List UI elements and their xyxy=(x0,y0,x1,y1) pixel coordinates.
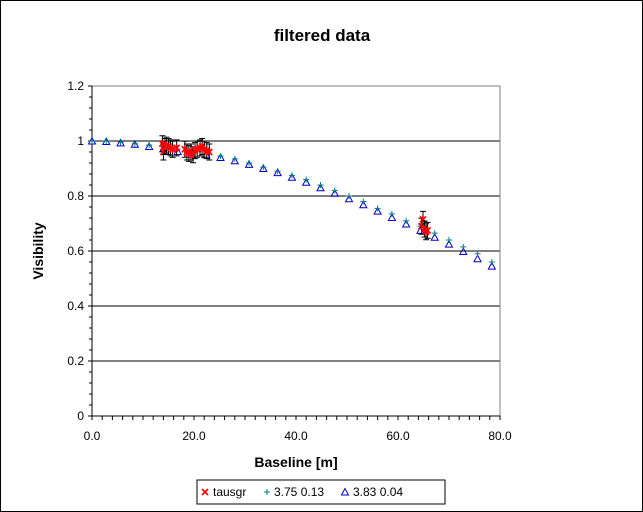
legend-label: 3.75 0.13 xyxy=(274,485,324,499)
data-point xyxy=(131,140,138,147)
y-axis-title: Visibility xyxy=(30,222,46,280)
y-tick-label: 0 xyxy=(77,409,84,423)
data-point xyxy=(217,153,224,160)
data-point xyxy=(330,188,340,197)
legend-item: tausgr xyxy=(201,485,246,499)
data-point xyxy=(117,139,124,146)
x-tick-labels: 0.0 20.0 40.0 60.0 80.0 xyxy=(84,429,512,443)
data-point xyxy=(303,176,310,183)
data-point xyxy=(460,243,467,250)
legend-marker-icon xyxy=(340,487,350,496)
legend-label: 3.83 0.04 xyxy=(353,485,403,499)
data-point xyxy=(373,206,382,215)
data-point xyxy=(403,217,410,224)
data-point xyxy=(316,183,325,192)
data-point xyxy=(89,138,95,144)
y-tick-label: 1 xyxy=(77,134,84,148)
data-point xyxy=(430,232,440,241)
data-point xyxy=(244,159,254,168)
data-point xyxy=(474,250,481,257)
data-point xyxy=(169,140,177,158)
data-point xyxy=(431,230,438,237)
data-point xyxy=(387,212,397,221)
data-point xyxy=(360,198,367,205)
data-point xyxy=(388,210,395,217)
y-tick-label: 0.8 xyxy=(67,189,84,203)
legend-label: tausgr xyxy=(213,485,246,499)
data-point xyxy=(358,200,368,209)
data-point xyxy=(287,172,297,181)
data-point xyxy=(246,160,253,166)
data-point xyxy=(346,193,353,199)
data-point xyxy=(216,152,225,161)
y-tick-label: 0.4 xyxy=(67,299,84,313)
gridlines xyxy=(92,85,500,362)
data-point xyxy=(301,177,311,186)
data-point xyxy=(144,141,154,150)
legend-item: 3.75 0.13 xyxy=(264,485,324,499)
y-tick-label: 1.2 xyxy=(67,79,84,93)
data-point xyxy=(444,239,454,248)
data-point xyxy=(374,205,381,212)
data-point xyxy=(401,219,411,228)
data-point xyxy=(488,259,495,265)
y-tick-labels: 0 0.2 0.4 0.6 0.8 1 1.2 xyxy=(67,79,84,423)
data-point xyxy=(487,261,497,270)
y-tick-label: 0.2 xyxy=(67,354,84,368)
chart-title: filtered data xyxy=(274,26,371,45)
data-point xyxy=(288,172,295,179)
legend: tausgr 3.75 0.13 3.83 0.04 xyxy=(196,479,446,505)
data-point xyxy=(458,246,468,256)
data-point xyxy=(473,254,482,263)
data-point xyxy=(344,194,354,203)
data-markers xyxy=(87,135,497,270)
data-point xyxy=(273,168,282,177)
data-point xyxy=(317,182,324,188)
data-point xyxy=(274,168,281,175)
x-tick-label: 60.0 xyxy=(386,429,410,443)
data-point xyxy=(173,139,181,157)
data-point xyxy=(146,142,153,149)
data-point xyxy=(446,237,452,243)
x-axis-title: Baseline [m] xyxy=(254,454,337,470)
legend-box xyxy=(196,479,446,505)
data-point xyxy=(103,138,110,144)
data-point xyxy=(260,164,267,171)
x-tick-label: 20.0 xyxy=(182,429,206,443)
data-point xyxy=(259,163,268,172)
data-point xyxy=(416,225,425,234)
data-point xyxy=(230,156,240,165)
x-tick-label: 40.0 xyxy=(284,429,308,443)
x-tick-label: 0.0 xyxy=(84,429,101,443)
legend-item: 3.83 0.04 xyxy=(340,485,403,499)
axes xyxy=(88,85,501,420)
data-point xyxy=(424,221,432,239)
data-point xyxy=(331,187,338,194)
x-tick-label: 80.0 xyxy=(488,429,512,443)
legend-items: tausgr 3.75 0.13 3.83 0.04 xyxy=(201,485,403,499)
legend-marker-icon xyxy=(264,489,270,495)
data-point xyxy=(193,140,201,158)
legend-marker-icon xyxy=(201,488,209,496)
data-point xyxy=(205,143,213,161)
y-tick-label: 0.6 xyxy=(67,244,84,258)
data-point xyxy=(231,155,238,162)
